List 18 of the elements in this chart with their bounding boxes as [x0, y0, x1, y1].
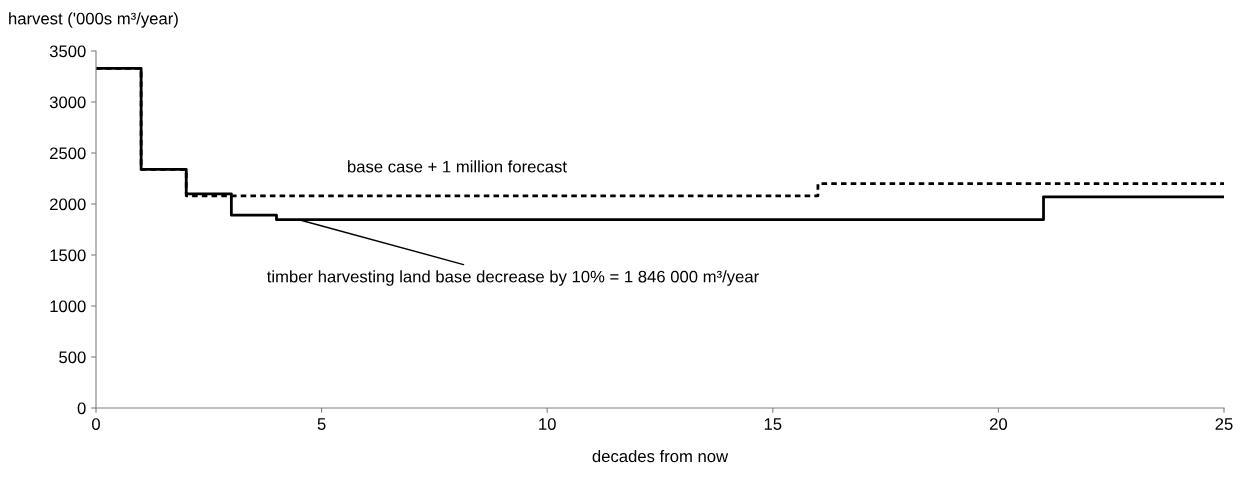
x-tick-label: 5 [317, 418, 326, 430]
y-tick-label: 2500 [50, 147, 86, 160]
x-axis-title: decades from now [592, 449, 729, 463]
x-tick-label: 10 [539, 418, 556, 430]
y-tick-label: 3500 [49, 45, 86, 58]
x-tick-label: 15 [764, 418, 782, 430]
y-tick-label: 1000 [50, 300, 86, 313]
y-tick-label: 0 [77, 402, 86, 415]
y-tick-label: 2000 [50, 198, 86, 211]
annotation: base case + 1 million forecast [348, 160, 567, 173]
y-axis-title: harvest ('000s m³/year) [9, 12, 178, 28]
x-tick-label: 20 [989, 418, 1008, 430]
y-tick-label: 1500 [50, 249, 86, 262]
x-tick-label: 0 [92, 418, 100, 430]
y-tick-label: 3000 [49, 96, 86, 109]
y-tick-label: 500 [59, 351, 86, 364]
annotation: timber harvesting land base decrease by 10% = 1 846 000 m³/year [266, 270, 759, 286]
x-tick-label: 25 [1215, 418, 1233, 430]
